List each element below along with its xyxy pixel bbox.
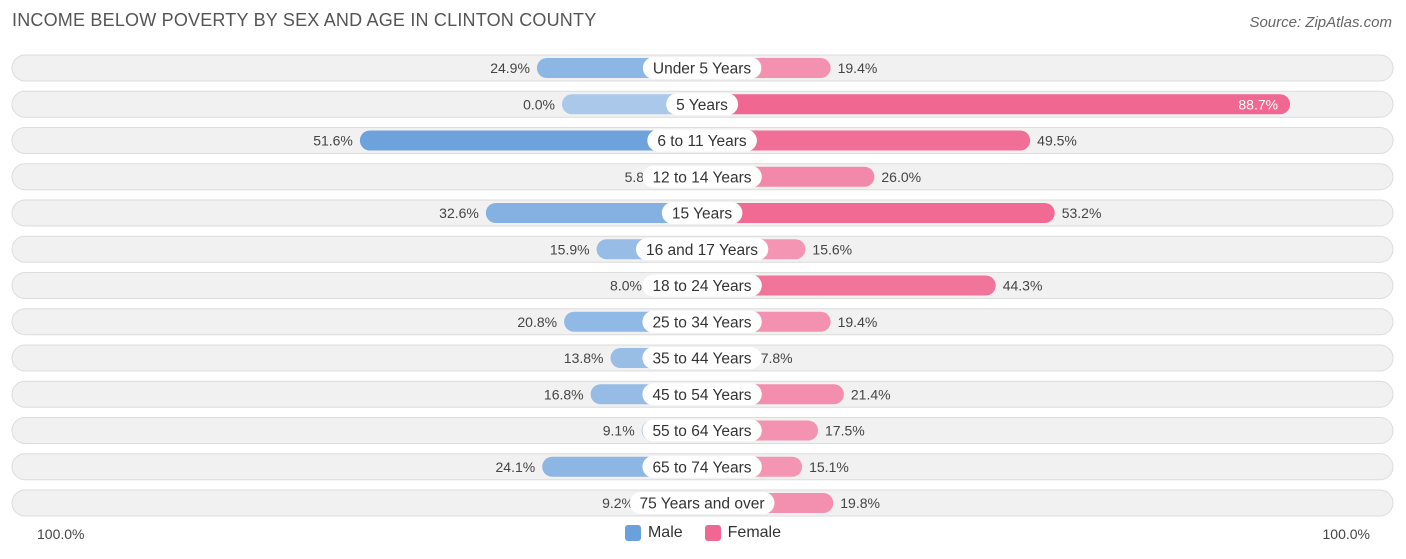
bar-male bbox=[359, 130, 702, 151]
bar-female bbox=[702, 94, 1291, 115]
legend-item-male[interactable]: Male bbox=[624, 524, 683, 542]
value-label-male: 8.0% bbox=[610, 278, 642, 294]
category-label-bg bbox=[661, 202, 743, 224]
category-label: 55 to 64 Years bbox=[652, 423, 751, 440]
value-label-female: 26.0% bbox=[881, 169, 921, 185]
category-label-bg bbox=[642, 165, 762, 188]
legend-swatch-female bbox=[704, 525, 721, 541]
value-label-male: 15.9% bbox=[550, 241, 590, 257]
chart-title: INCOME BELOW POVERTY BY SEX AND AGE IN C… bbox=[12, 10, 597, 30]
category-label-bg bbox=[642, 274, 762, 297]
category-label-bg bbox=[642, 419, 762, 442]
value-label-female: 19.4% bbox=[838, 314, 878, 330]
legend-item-female[interactable]: Female bbox=[704, 524, 782, 542]
value-label-male: 13.8% bbox=[564, 350, 604, 366]
category-label: 18 to 24 Years bbox=[652, 278, 751, 295]
category-label: 25 to 34 Years bbox=[652, 314, 751, 331]
axis-right-label: 100.0% bbox=[1322, 526, 1370, 542]
value-label-male: 20.8% bbox=[517, 314, 557, 330]
value-label-female: 88.7% bbox=[1238, 96, 1278, 112]
category-label: Under 5 Years bbox=[653, 61, 751, 78]
value-label-female: 19.4% bbox=[838, 60, 878, 76]
value-label-female: 53.2% bbox=[1062, 205, 1102, 221]
bar-male bbox=[562, 94, 702, 115]
category-label-bg bbox=[642, 347, 762, 369]
legend-label-male: Male bbox=[647, 524, 683, 541]
axis-left-label: 100.0% bbox=[37, 526, 85, 542]
chart-source: Source: ZipAtlas.com bbox=[1249, 14, 1392, 31]
category-label-bg bbox=[635, 238, 769, 261]
legend-label-female: Female bbox=[727, 524, 782, 541]
value-label-male: 16.8% bbox=[544, 386, 584, 402]
value-label-female: 44.3% bbox=[1003, 278, 1043, 294]
bar-male bbox=[485, 203, 702, 223]
category-label: 12 to 14 Years bbox=[652, 169, 751, 186]
category-label-bg bbox=[642, 383, 762, 406]
value-label-male: 0.0% bbox=[523, 96, 555, 112]
category-label-bg bbox=[647, 129, 757, 152]
value-label-male: 32.6% bbox=[439, 205, 479, 221]
value-label-female: 7.8% bbox=[761, 350, 793, 366]
bar-female bbox=[702, 275, 996, 296]
value-label-female: 15.6% bbox=[812, 241, 852, 257]
chart-legend: Male Female bbox=[0, 524, 1406, 542]
category-label: 35 to 44 Years bbox=[652, 351, 751, 368]
category-label: 15 Years bbox=[672, 206, 733, 223]
bar-female bbox=[702, 203, 1055, 223]
category-label: 65 to 74 Years bbox=[652, 459, 751, 476]
value-label-male: 51.6% bbox=[313, 133, 353, 149]
category-label-bg bbox=[642, 310, 762, 333]
value-label-female: 49.5% bbox=[1037, 133, 1077, 149]
category-label: 75 Years and over bbox=[640, 496, 765, 513]
value-label-male: 9.2% bbox=[602, 495, 634, 511]
value-label-female: 19.8% bbox=[840, 495, 880, 511]
value-label-female: 17.5% bbox=[825, 423, 865, 439]
category-label-bg bbox=[629, 492, 775, 514]
value-label-male: 9.1% bbox=[603, 423, 635, 439]
category-label-bg bbox=[642, 57, 762, 79]
category-label: 45 to 54 Years bbox=[652, 387, 751, 404]
category-label: 6 to 11 Years bbox=[657, 133, 747, 150]
category-label: 5 Years bbox=[676, 97, 728, 114]
category-label: 16 and 17 Years bbox=[646, 242, 758, 259]
value-label-female: 15.1% bbox=[809, 459, 849, 475]
bar-female bbox=[702, 130, 1031, 151]
category-label-bg bbox=[642, 455, 762, 478]
chart-row: 32.6% 53.2% bbox=[11, 199, 1394, 227]
value-label-female: 21.4% bbox=[851, 386, 891, 402]
value-label-male: 24.9% bbox=[490, 60, 530, 76]
legend-swatch-male bbox=[624, 525, 641, 541]
value-label-male: 24.1% bbox=[496, 459, 536, 475]
category-label-bg bbox=[666, 93, 739, 116]
